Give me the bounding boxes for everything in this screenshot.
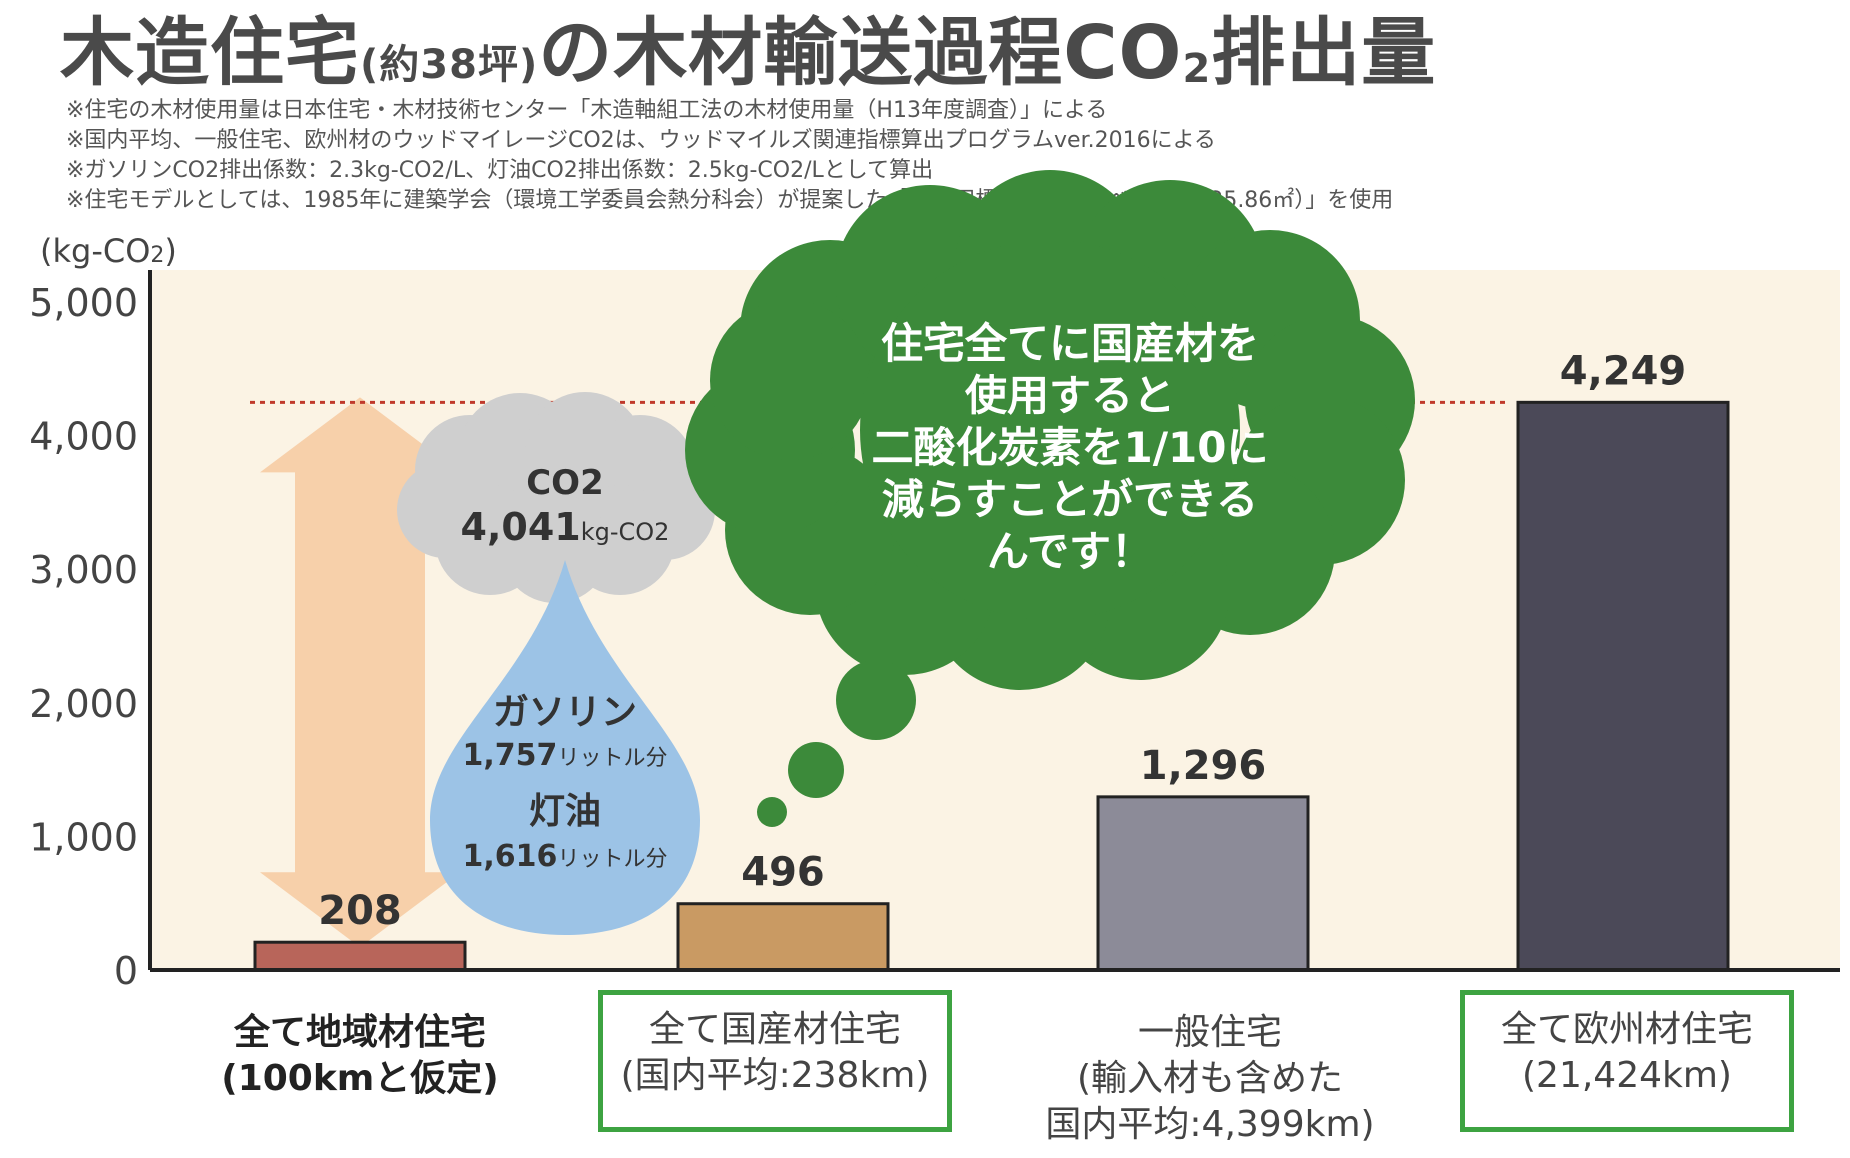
y-tick-label: 2,000 — [29, 682, 138, 726]
co2-cloud-value: 4,041 — [460, 505, 581, 549]
fuel-drop-text: ガソリン 1,757リットル分 灯油 1,616リットル分 — [440, 690, 690, 880]
cat-general-line3: 国内平均:4,399km) — [1045, 1104, 1375, 1145]
callout-line-5: んです！ — [987, 527, 1153, 576]
y-tick-label: 3,000 — [29, 548, 138, 592]
y-tick-label: 4,000 — [29, 415, 138, 459]
title-paren: (約38坪) — [360, 42, 539, 88]
gas-label: ガソリン — [492, 692, 637, 733]
callout-cloud-puff — [860, 240, 1240, 620]
cat-europe-line2: (21,424km) — [1522, 1055, 1732, 1096]
cat-domestic-line1: 全て国産材住宅 — [648, 1009, 901, 1050]
title-subscript: 2 — [1182, 46, 1212, 92]
bar — [676, 902, 890, 972]
callout-line-4: 減らすことができる — [881, 475, 1259, 524]
bar — [1516, 400, 1730, 972]
cat-local-line2: (100kmと仮定) — [221, 1058, 499, 1099]
y-tick-label: 1,000 — [29, 815, 138, 859]
callout-text: 住宅全てに国産材を 使用すると 二酸化炭素を1/10に 減らすことができる んで… — [830, 318, 1310, 578]
co2-cloud — [397, 392, 715, 603]
title-rest: の木材輸送過程CO — [538, 10, 1183, 96]
thought-bubble — [788, 742, 844, 798]
thought-bubble — [757, 797, 787, 827]
unit-main: (kg-CO — [40, 232, 151, 270]
callout-cloud-puff — [710, 300, 870, 460]
note-3: ※ガソリンCO2排出係数：2.3kg-CO2/L、灯油CO2排出係数：2.5kg… — [66, 158, 934, 183]
bar — [1096, 795, 1310, 972]
callout-line-3: 二酸化炭素を1/10に — [871, 423, 1269, 472]
thought-bubble — [836, 660, 916, 740]
kero-value: 1,616 — [462, 839, 558, 874]
gas-unit: リットル分 — [557, 746, 668, 771]
cat-local-line1: 全て地域材住宅 — [233, 1012, 486, 1053]
callout-line-1: 住宅全てに国産材を — [880, 319, 1259, 368]
chart-title: 木造住宅(約38坪)の木材輸送過程CO2排出量 — [60, 8, 1436, 114]
category-label-local: 全て地域材住宅 (100kmと仮定) — [200, 1010, 520, 1102]
y-tick-label: 5,000 — [29, 281, 138, 325]
gas-value: 1,757 — [462, 738, 558, 773]
callout-cloud — [685, 170, 1415, 690]
cat-general-line2: (輸入材も含めた — [1076, 1058, 1344, 1099]
bar — [253, 940, 467, 972]
category-label-domestic: 全て国産材住宅 (国内平均:238km) — [598, 990, 952, 1132]
cat-europe-line1: 全て欧州材住宅 — [1500, 1009, 1753, 1050]
bar-value-label: 1,296 — [1140, 743, 1267, 789]
co2-cloud-text: CO2 4,041kg-CO2 — [440, 462, 690, 555]
category-label-general: 一般住宅 (輸入材も含めた 国内平均:4,399km) — [1030, 1010, 1390, 1148]
co2-cloud-unit: kg-CO2 — [580, 518, 670, 546]
category-label-europe: 全て欧州材住宅 (21,424km) — [1460, 990, 1794, 1132]
bar-value-label: 4,249 — [1560, 348, 1687, 394]
kero-unit: リットル分 — [557, 847, 668, 872]
co2-cloud-puff — [397, 462, 493, 558]
unit-close: ) — [164, 232, 177, 270]
cat-domestic-line2: (国内平均:238km) — [620, 1055, 930, 1096]
co2-cloud-label: CO2 — [526, 463, 604, 503]
fuel-drop — [430, 560, 700, 935]
kero-label: 灯油 — [528, 791, 601, 832]
callout-line-2: 使用すると — [964, 371, 1175, 420]
note-2: ※国内平均、一般住宅、欧州材のウッドマイレージCO2は、ウッドマイルズ関連指標算… — [66, 128, 1216, 153]
title-main: 木造住宅 — [60, 10, 360, 96]
title-tail: 排出量 — [1211, 10, 1437, 96]
y-axis-unit: (kg-CO2) — [40, 232, 177, 270]
bar-value-label: 496 — [741, 850, 825, 896]
y-tick-label: 0 — [114, 949, 138, 993]
unit-sub: 2 — [150, 243, 165, 268]
note-1: ※住宅の木材使用量は日本住宅・木材技術センター「木造軸組工法の木材使用量（H13… — [66, 98, 1108, 123]
bar-value-label: 208 — [318, 888, 402, 934]
cat-general-line1: 一般住宅 — [1137, 1012, 1282, 1053]
